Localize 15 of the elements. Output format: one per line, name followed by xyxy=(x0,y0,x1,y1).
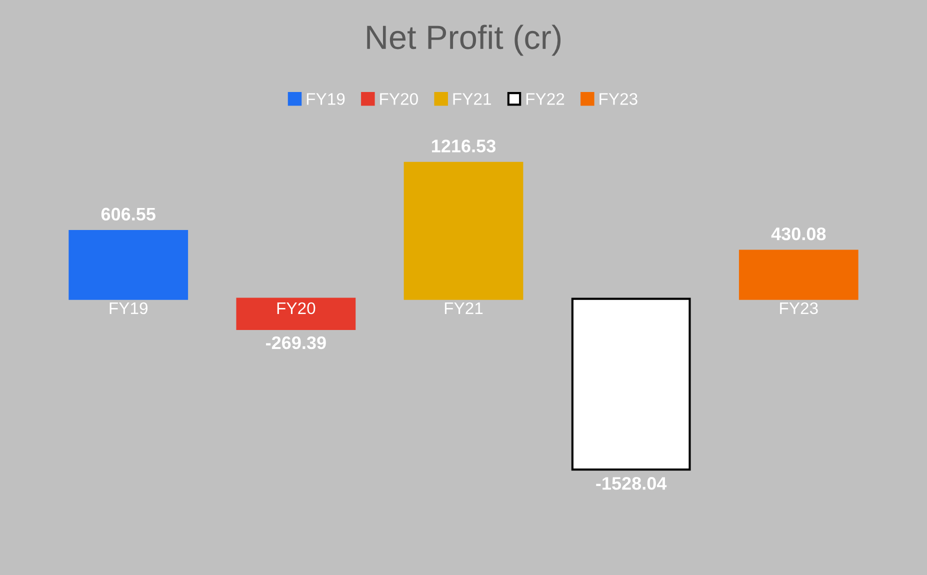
data-label: 1216.53 xyxy=(432,140,496,152)
legend-label: FY23 xyxy=(600,93,638,105)
x-tick-label: FY23 xyxy=(780,302,818,314)
chart-title: Net Profit (cr) xyxy=(367,24,561,56)
x-tick-label: FY21 xyxy=(444,302,483,314)
legend-label: FY22 xyxy=(526,93,564,105)
data-label: 430.08 xyxy=(771,227,826,240)
legend-label: FY19 xyxy=(306,93,345,105)
x-tick-label: FY20 xyxy=(277,302,316,314)
legend-label: FY21 xyxy=(453,93,491,105)
x-tick-label: FY19 xyxy=(110,302,148,314)
data-label: -1528.04 xyxy=(596,477,667,490)
data-label: 606.55 xyxy=(101,208,156,221)
legend-label: FY20 xyxy=(380,93,418,105)
data-label: -269.39 xyxy=(266,336,326,350)
